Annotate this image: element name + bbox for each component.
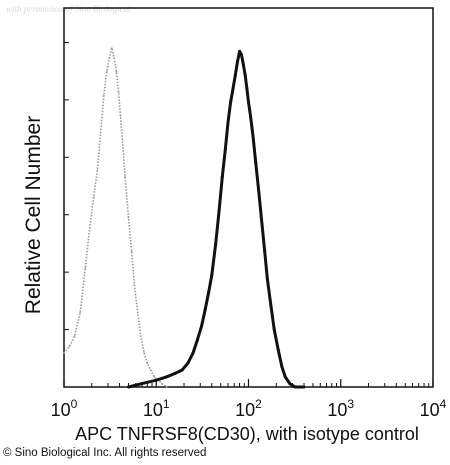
x-axis-ticks: 100 101 102 103 104: [51, 379, 447, 420]
series-0-point: [63, 352, 65, 354]
series-0-point: [149, 369, 152, 371]
series-0-point: [84, 267, 87, 270]
series-1-point: [249, 114, 252, 118]
x-tick-label: 104: [420, 397, 447, 420]
series-1-point: [276, 348, 280, 352]
x-axis-label: APC TNFRSF8(CD30), with isotype control: [75, 424, 419, 444]
series-0-point: [146, 362, 149, 365]
series-1-point: [127, 385, 130, 389]
series-1-point: [203, 307, 207, 311]
series-1-point: [140, 382, 144, 386]
series-1-point: [265, 277, 269, 280]
series-1-point: [186, 361, 190, 365]
series-1-point: [245, 87, 249, 91]
series-1-point: [288, 382, 292, 386]
series-1-point: [257, 192, 261, 196]
series-0-point: [96, 169, 99, 171]
series-1-point: [251, 134, 255, 138]
series-1-point: [231, 87, 235, 91]
series-0-point: [136, 311, 139, 314]
series-1-point: [240, 53, 243, 57]
series-0-point: [103, 94, 105, 97]
series-0-point: [88, 226, 91, 229]
y-axis-label: Relative Cell Number: [22, 115, 45, 315]
series-1-point: [154, 378, 158, 382]
series-0-point: [105, 70, 108, 73]
series-0-point: [117, 91, 120, 93]
series-1-point: [233, 73, 237, 77]
series-1-point: [223, 148, 227, 152]
series-1-point: [196, 338, 199, 341]
series-0-point: [113, 57, 115, 59]
series-0-point: [92, 196, 95, 198]
series-0-point: [111, 47, 113, 49]
series-1-point: [302, 385, 306, 389]
series-0-point: [127, 216, 130, 219]
series-0-point: [68, 345, 71, 348]
copyright-text: © Sino Biological Inc. All rights reserv…: [3, 447, 207, 459]
series-0-point: [115, 70, 118, 73]
series-0-point: [130, 250, 133, 253]
x-tick-label: 103: [327, 397, 354, 420]
series-1-point: [173, 371, 177, 375]
series-0-point: [161, 382, 163, 385]
plot-frame: [63, 7, 434, 388]
x-tick-label: 101: [143, 397, 170, 420]
series-0-point: [143, 352, 145, 354]
series-0-point: [124, 176, 126, 178]
series-1-point: [269, 304, 273, 308]
series-1-point: [254, 161, 258, 165]
series-1-point: [165, 375, 169, 379]
series-1-point: [283, 375, 287, 379]
series-1-point: [180, 368, 184, 372]
cd30-stained-histogram: [128, 49, 304, 389]
series-0-point: [133, 284, 136, 287]
watermark-text: with permission of Sino Biological: [6, 4, 131, 14]
series-1-point: [263, 249, 267, 253]
series-1-point: [272, 327, 276, 331]
series-0-point: [166, 386, 168, 388]
series-1-point: [200, 324, 204, 328]
series-1-point: [236, 60, 239, 64]
series-1-point: [210, 273, 214, 277]
series-0-point: [73, 335, 76, 337]
series-0-point: [99, 132, 102, 134]
x-tick-label: 102: [235, 397, 262, 420]
series-0-point: [140, 335, 142, 337]
series-0-point: [121, 138, 124, 141]
series-1-point: [229, 100, 233, 104]
series-1-point: [191, 351, 195, 355]
series-0-point: [153, 376, 155, 378]
isotype-control-histogram: [63, 47, 168, 388]
series-1-point: [247, 100, 250, 104]
series-0-point: [108, 57, 111, 59]
series-1-point: [226, 121, 230, 125]
series-0-point: [79, 311, 81, 314]
series-layer: [63, 47, 306, 389]
series-1-point: [241, 63, 245, 67]
series-0-point: [119, 115, 122, 117]
series-1-point: [293, 385, 297, 389]
series-1-point: [280, 365, 284, 369]
y-axis-ticks: [64, 41, 69, 388]
series-1-point: [214, 243, 218, 247]
series-1-point: [238, 49, 242, 53]
series-1-point: [260, 222, 264, 226]
series-1-point: [217, 209, 221, 213]
series-1-point: [220, 175, 224, 179]
series-1-point: [207, 290, 211, 294]
series-1-point: [243, 73, 247, 77]
x-tick-label: 100: [51, 397, 78, 420]
